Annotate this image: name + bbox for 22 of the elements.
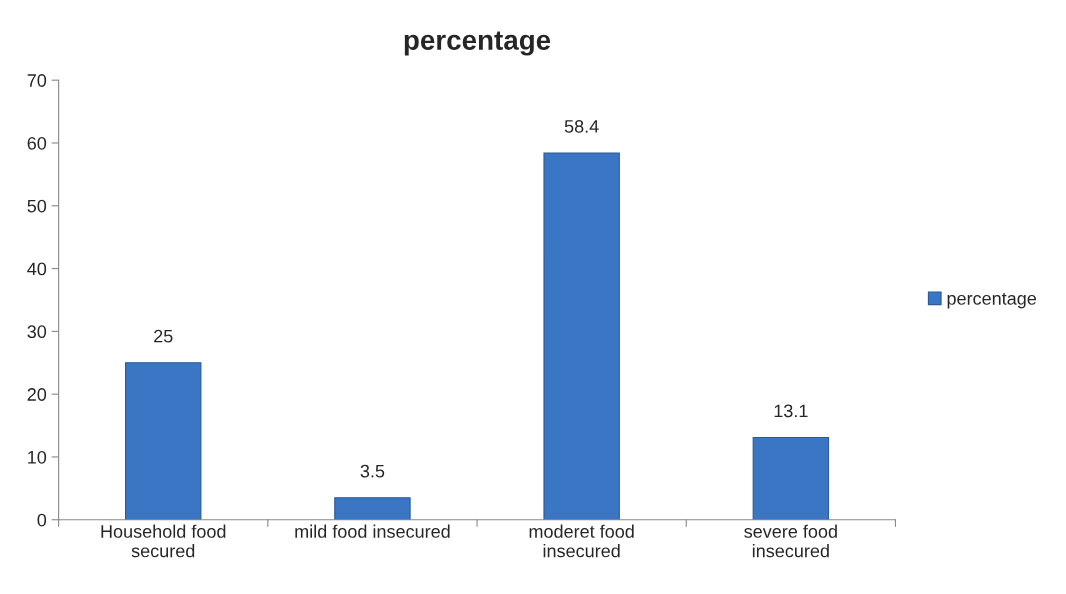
x-tick-label: moderet food insecured: [529, 524, 634, 558]
y-tick-label: 30: [27, 325, 47, 339]
x-tick-label: Household food secured: [101, 524, 226, 558]
y-tick-label: 0: [37, 513, 47, 527]
bar: [334, 497, 411, 520]
legend-label: percentage: [947, 292, 1037, 309]
bar: [752, 436, 830, 520]
y-tick-label: 20: [27, 388, 47, 401]
bar: [125, 362, 202, 520]
y-tick-label: 70: [27, 74, 47, 87]
y-tick-label: 10: [28, 450, 47, 464]
data-label: 3.5: [360, 464, 385, 478]
y-tick-label: 60: [27, 136, 47, 150]
data-label: 13.1: [774, 404, 808, 418]
y-tick-label: 40: [27, 262, 47, 276]
x-tick-label: mild food insecured: [295, 524, 450, 538]
y-tick-label: 50: [27, 199, 47, 213]
bar: [543, 152, 620, 520]
chart-title: percentage: [404, 31, 551, 56]
x-tick-label: severe food insecured: [744, 524, 837, 558]
data-label: 58.4: [564, 120, 599, 133]
data-label: 25: [154, 329, 173, 343]
